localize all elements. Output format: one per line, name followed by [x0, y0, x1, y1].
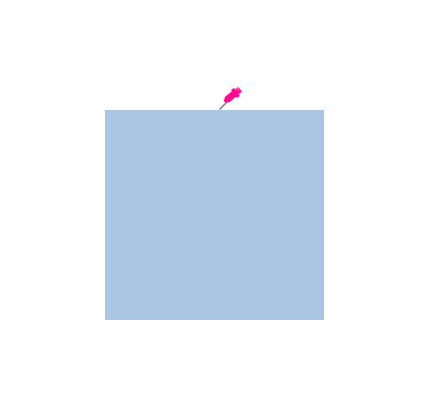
- sticky-note[interactable]: [105, 110, 324, 320]
- pushpin-icon[interactable]: [214, 80, 248, 112]
- pushpin-needle: [219, 101, 228, 110]
- pushpin-head: [223, 87, 242, 103]
